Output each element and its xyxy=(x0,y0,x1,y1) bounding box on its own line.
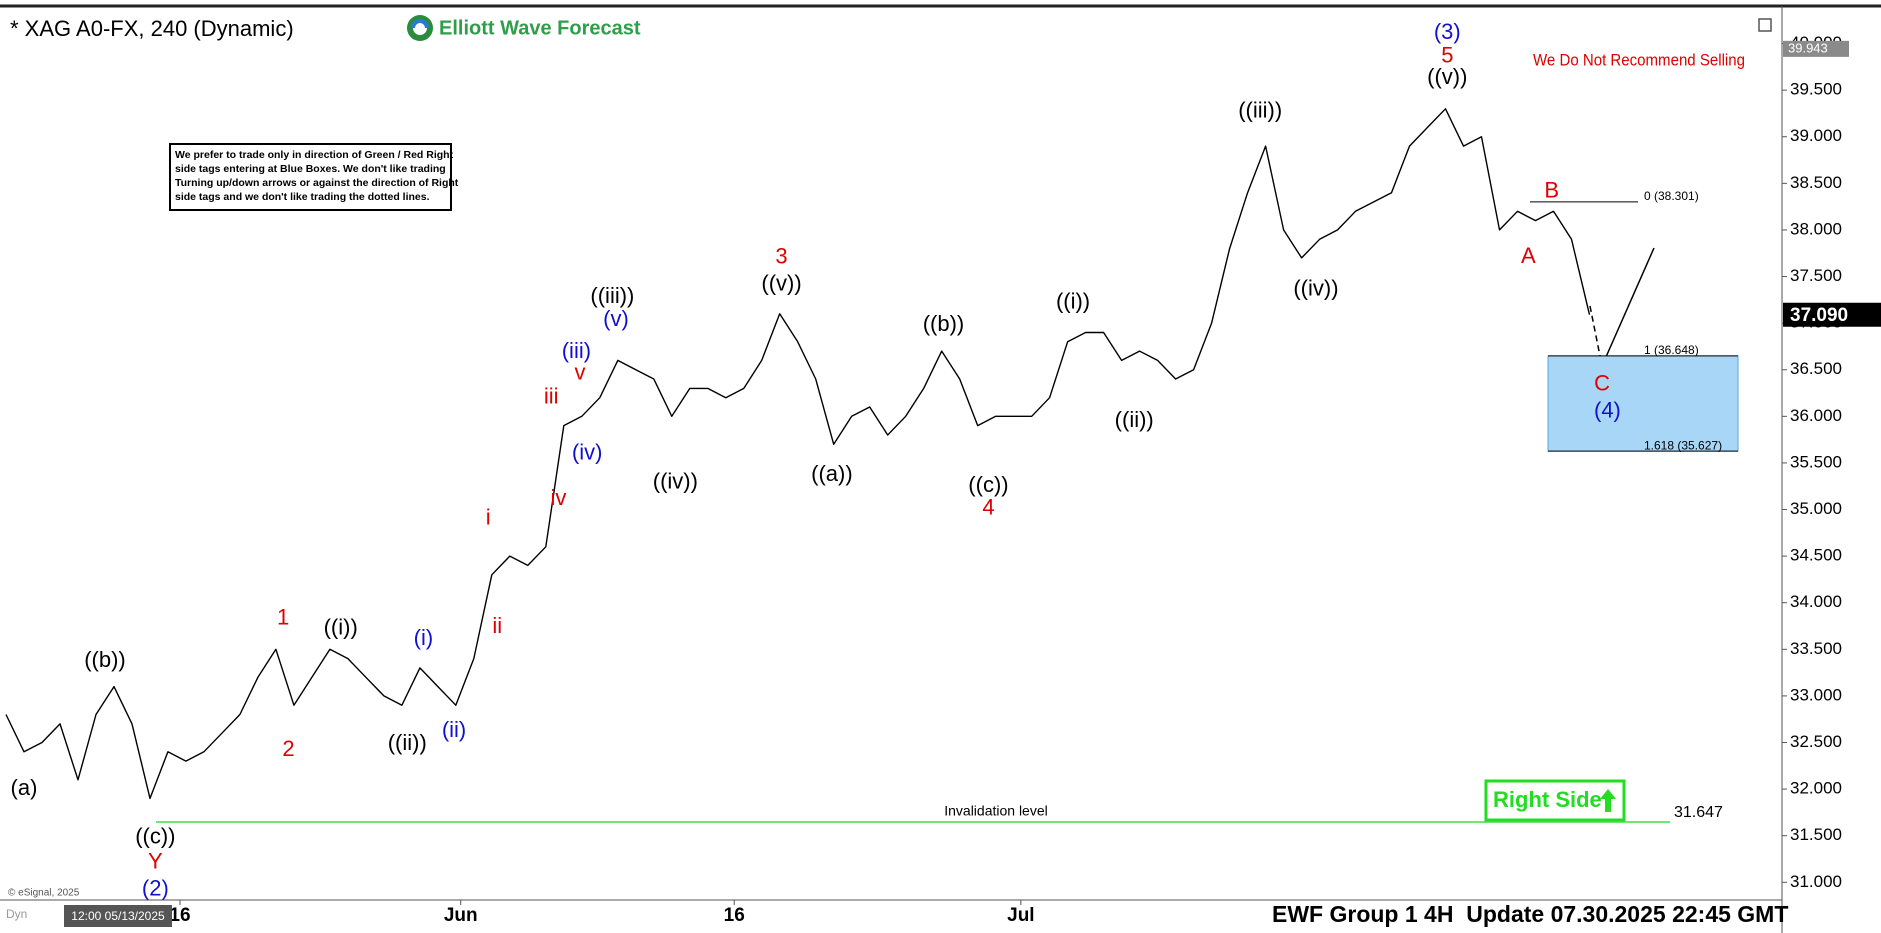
disclaimer-box: We prefer to trade only in direction of … xyxy=(169,143,459,211)
window-icon[interactable] xyxy=(1758,18,1772,32)
copyright: © eSignal, 2025 xyxy=(8,888,80,899)
last-price-label: 37.090 xyxy=(1790,305,1848,326)
right-side-tag: Right Side xyxy=(1484,779,1626,822)
wave-label: ((c)) xyxy=(135,823,175,848)
y-tick-label: 36.000 xyxy=(1790,406,1842,425)
wave-label: ((iii)) xyxy=(1238,97,1282,122)
high-price-tag xyxy=(1783,40,1849,57)
cursor-time: 12:00 05/13/2025 xyxy=(64,905,172,927)
wave-label: (ii) xyxy=(442,717,466,742)
x-tick-label: 16 xyxy=(724,905,745,926)
wave-label: iv xyxy=(550,485,566,510)
update-footer: EWF Group 1 4H Update 07.30.2025 22:45 G… xyxy=(1272,901,1788,927)
y-tick-label: 39.500 xyxy=(1790,80,1842,99)
y-tick-label: 36.500 xyxy=(1790,359,1842,378)
wave-label: 2 xyxy=(282,736,294,761)
wave-label: (4) xyxy=(1594,397,1621,422)
y-tick-label: 33.500 xyxy=(1790,639,1842,658)
wave-label: (a) xyxy=(11,775,38,800)
wave-label: ((c)) xyxy=(968,472,1008,497)
chart-title: * XAG A0-FX, 240 (Dynamic) xyxy=(10,16,294,41)
wave-label: ((iv)) xyxy=(1293,275,1338,300)
y-tick-label: 34.500 xyxy=(1790,546,1842,565)
x-tick-label: 16 xyxy=(169,905,190,926)
wave-label: (v) xyxy=(603,306,629,331)
y-tick-label: 32.000 xyxy=(1790,779,1842,798)
y-tick-label: 39.000 xyxy=(1790,126,1842,145)
invalidation-value: 31.647 xyxy=(1674,804,1723,821)
wave-label: (iii) xyxy=(562,338,591,363)
wave-label: ((b)) xyxy=(84,647,126,672)
wave-label: A xyxy=(1521,243,1536,268)
y-tick-label: 32.500 xyxy=(1790,732,1842,751)
wave-label: ((b)) xyxy=(923,311,965,336)
y-tick-label: 31.500 xyxy=(1790,825,1842,844)
disclaimer-line: side tags entering at Blue Boxes. We don… xyxy=(175,163,446,175)
y-tick-label: 38.500 xyxy=(1790,173,1842,192)
wave-label: C xyxy=(1594,370,1610,395)
price-line xyxy=(5,108,1591,800)
wave-label: ((i)) xyxy=(1056,288,1090,313)
right-side-arrow xyxy=(1600,789,1616,812)
wave-label: (iv) xyxy=(572,439,603,464)
plot-layer: 31.000 31.500 32.000 32.500 33.000 33.500 34.0… xyxy=(5,19,1842,926)
right-side-border xyxy=(1484,779,1626,822)
wave-label: Y xyxy=(148,849,163,874)
wave-label: (3) xyxy=(1434,19,1461,44)
invalidation-label: Invalidation level xyxy=(944,803,1048,819)
fib-label: 1.618 (35.627) xyxy=(1644,438,1722,452)
wave-label: v xyxy=(575,359,586,384)
wave-label: ((i)) xyxy=(324,615,358,640)
high-price-label: 39.943 xyxy=(1788,40,1828,55)
wave-label: 4 xyxy=(982,494,994,519)
wave-label: (i) xyxy=(414,625,434,650)
wave-label: i xyxy=(486,505,491,530)
y-tick-label: 35.000 xyxy=(1790,499,1842,518)
y-tick-label: 37.500 xyxy=(1790,266,1842,285)
wave-label: ((iii)) xyxy=(590,283,634,308)
wave-label: ((ii)) xyxy=(1115,407,1154,432)
wave-label: 3 xyxy=(775,244,787,269)
y-tick-label: 33.000 xyxy=(1790,685,1842,704)
wave-label: 1 xyxy=(277,604,289,629)
wave-label: ((ii)) xyxy=(388,730,427,755)
x-tick-label: Jun xyxy=(444,905,478,926)
disclaimer-line: We prefer to trade only in direction of … xyxy=(175,149,454,161)
logo-icon-inner xyxy=(413,21,427,35)
logo: Elliott Wave Forecast xyxy=(407,15,641,41)
cursor-time-label: 12:00 05/13/2025 xyxy=(71,909,165,923)
y-tick-label: 31.000 xyxy=(1790,872,1842,891)
fib-label: 0 (38.301) xyxy=(1644,189,1699,203)
logo-text: Elliott Wave Forecast xyxy=(439,17,641,39)
wave-label: ((v)) xyxy=(761,271,801,296)
x-tick-label: Jul xyxy=(1007,905,1034,926)
y-tick-label: 34.000 xyxy=(1790,592,1842,611)
warning: We Do Not Recommend Selling xyxy=(1533,50,1745,69)
disclaimer-line: side tags and we don't like trading the … xyxy=(175,191,430,203)
wave-label: (2) xyxy=(142,876,169,901)
fib-label: 1 (36.648) xyxy=(1644,343,1699,357)
wave-label: iii xyxy=(544,383,559,408)
wave-label: B xyxy=(1544,178,1559,203)
target-box xyxy=(1547,355,1739,452)
wave-label: ((a)) xyxy=(811,461,853,486)
wave-label: ii xyxy=(492,613,502,638)
wave-label: ((iv)) xyxy=(653,468,698,493)
y-tick-label: 38.000 xyxy=(1790,219,1842,238)
right-side-label: Right Side xyxy=(1493,787,1602,812)
disclaimer-line: Turning up/down arrows or against the di… xyxy=(175,177,459,189)
disclaimer-border xyxy=(169,143,452,211)
projection-line xyxy=(1601,247,1655,367)
wave-label: ((v)) xyxy=(1427,64,1467,89)
wave-label: 5 xyxy=(1441,42,1453,67)
mode-label: Dyn xyxy=(6,907,27,921)
last-price-tag xyxy=(1783,302,1881,327)
cursor-time-box xyxy=(64,905,172,927)
y-tick-label: 35.500 xyxy=(1790,452,1842,471)
logo-icon-arc xyxy=(411,19,429,29)
